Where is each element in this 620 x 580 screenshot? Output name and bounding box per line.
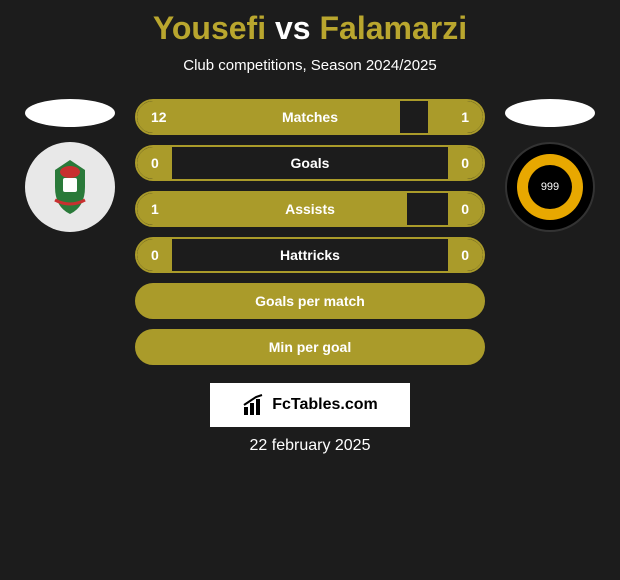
stat-row-goals: 00Goals [135, 145, 485, 181]
stats-panel: 121Matches00Goals10Assists00HattricksGoa… [135, 99, 485, 365]
stat-right-fill [428, 101, 483, 133]
brand-logo: FcTables.com [210, 383, 410, 427]
stat-value-left: 0 [151, 155, 159, 171]
footer-date: 22 february 2025 [0, 437, 620, 455]
stat-left-fill [137, 193, 407, 225]
comparison-title: Yousefi vs Falamarzi [0, 10, 620, 47]
subtitle: Club competitions, Season 2024/2025 [0, 57, 620, 74]
player1-name: Yousefi [153, 10, 266, 46]
club-right-glyph: 999 [541, 181, 559, 193]
stat-full-goals-per-match: Goals per match [135, 283, 485, 319]
chart-icon [242, 393, 266, 417]
stat-value-right: 0 [461, 247, 469, 263]
stat-value-right: 1 [461, 109, 469, 125]
club-right-inner: 999 [528, 165, 572, 209]
stat-gap [172, 239, 449, 271]
club-left-icon [35, 152, 105, 222]
player2-name: Falamarzi [319, 10, 467, 46]
stat-left-fill [137, 101, 400, 133]
left-badge-column [15, 99, 125, 232]
club-right-ring: 999 [517, 154, 583, 220]
stat-value-right: 0 [461, 201, 469, 217]
brand-text: FcTables.com [272, 396, 378, 414]
stat-gap [172, 147, 449, 179]
right-oval-decoration [505, 99, 595, 127]
club-badge-right: 999 [505, 142, 595, 232]
club-badge-left [25, 142, 115, 232]
stat-gap [400, 101, 428, 133]
stat-row-matches: 121Matches [135, 99, 485, 135]
stat-row-assists: 10Assists [135, 191, 485, 227]
stat-value-left: 1 [151, 201, 159, 217]
stat-full-min-per-goal: Min per goal [135, 329, 485, 365]
stat-value-left: 0 [151, 247, 159, 263]
stat-value-right: 0 [461, 155, 469, 171]
left-oval-decoration [25, 99, 115, 127]
stat-gap [407, 193, 449, 225]
right-badge-column: 999 [495, 99, 605, 232]
stat-row-hattricks: 00Hattricks [135, 237, 485, 273]
vs-text: vs [275, 10, 311, 46]
stat-value-left: 12 [151, 109, 167, 125]
